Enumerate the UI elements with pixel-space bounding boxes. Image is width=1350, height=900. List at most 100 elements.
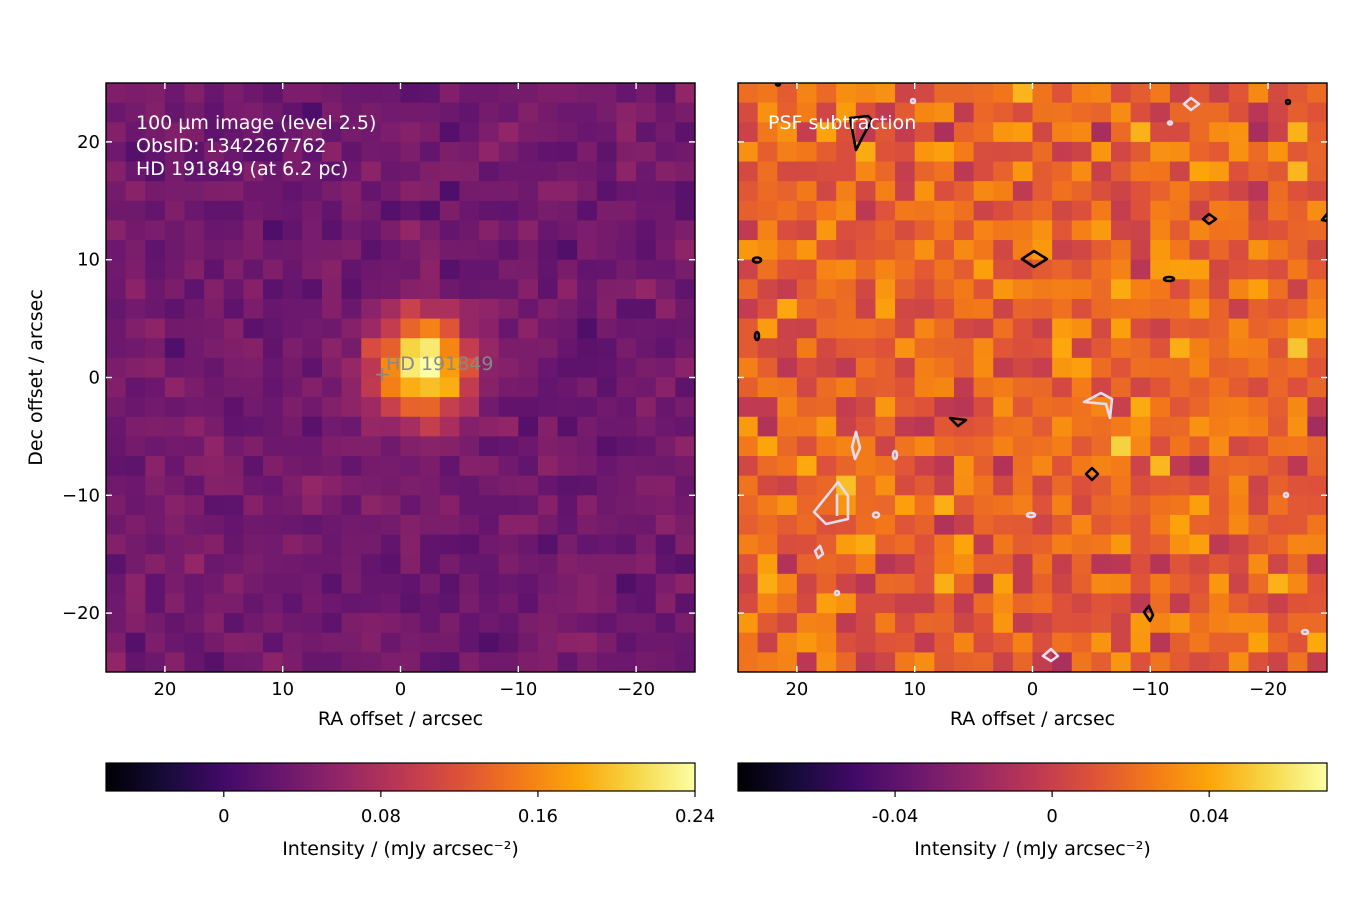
contour-positive [774, 83, 782, 87]
heatmap-cell [655, 298, 676, 320]
heatmap-cell [1130, 220, 1151, 241]
x-tick-label: 0 [395, 679, 406, 700]
heatmap-cell [380, 220, 402, 241]
heatmap-cell [796, 122, 818, 143]
heatmap-cell [1228, 416, 1250, 437]
heatmap-cell [616, 338, 637, 359]
heatmap-cell [1169, 200, 1191, 222]
heatmap-cell [400, 102, 421, 123]
heatmap-cell [796, 436, 818, 457]
heatmap-cell [223, 240, 245, 261]
heatmap-cell [895, 495, 916, 516]
heatmap-cell [479, 220, 500, 241]
heatmap-cell [796, 495, 818, 516]
y-tick-label: −20 [62, 603, 100, 624]
y-tick-label: 0 [89, 368, 100, 389]
heatmap-cell [204, 514, 225, 536]
heatmap-cell [321, 181, 343, 202]
heatmap-cell [1248, 357, 1269, 379]
heatmap-cell [1111, 279, 1132, 300]
heatmap-cell [1209, 161, 1230, 182]
heatmap-cell [361, 240, 382, 261]
heatmap-cell [796, 475, 818, 496]
heatmap-cell [1032, 141, 1053, 163]
heatmap-cell [1012, 534, 1034, 555]
heatmap-cell [184, 397, 205, 418]
heatmap-cell [164, 514, 186, 536]
heatmap-cell [675, 397, 695, 418]
heatmap-cell [164, 357, 186, 379]
heatmap-cell [400, 573, 421, 595]
heatmap-cell [596, 416, 618, 437]
heatmap-cell [675, 377, 695, 398]
heatmap-cell [302, 240, 323, 261]
heatmap-cell [1032, 338, 1053, 359]
colorbar-tick-label: 0.24 [675, 806, 715, 827]
heatmap-cell [204, 318, 225, 339]
heatmap-cell [855, 514, 877, 536]
heatmap-cell [1032, 475, 1053, 496]
heatmap-cell [993, 554, 1014, 575]
heatmap-cell [1287, 632, 1308, 653]
heatmap-cell [1091, 83, 1112, 104]
heatmap-cell [145, 122, 166, 143]
heatmap-cell [1268, 377, 1289, 398]
heatmap-cell [953, 632, 975, 653]
heatmap-cell [1111, 338, 1132, 359]
heatmap-cell [1012, 397, 1034, 418]
heatmap-cell [616, 573, 637, 595]
heatmap-cell [282, 122, 303, 143]
heatmap-cell [1150, 141, 1171, 163]
heatmap-cell [420, 220, 441, 241]
heatmap-cell [380, 259, 402, 280]
heatmap-cell [106, 122, 127, 143]
heatmap-cell [439, 475, 460, 496]
heatmap-cell [655, 534, 676, 555]
heatmap-cell [1287, 200, 1308, 222]
heatmap-cell [895, 652, 916, 672]
heatmap-cell [361, 554, 382, 575]
heatmap-cell [875, 220, 896, 241]
heatmap-cell [1052, 593, 1073, 614]
heatmap-cell [263, 475, 284, 496]
heatmap-cell [973, 554, 994, 575]
heatmap-cell [361, 200, 382, 222]
heatmap-cell [1052, 141, 1073, 163]
heatmap-cell [1169, 338, 1191, 359]
heatmap-cell [895, 279, 916, 300]
heatmap-cell [184, 377, 205, 398]
heatmap-cell [993, 220, 1014, 241]
heatmap-cell [993, 514, 1014, 536]
heatmap-cell [145, 495, 166, 516]
heatmap-cell [675, 318, 695, 339]
heatmap-cell [321, 298, 343, 320]
heatmap-cell [243, 613, 264, 634]
heatmap-cell [498, 495, 519, 516]
heatmap-cell [1071, 259, 1092, 280]
heatmap-cell [993, 573, 1014, 595]
heatmap-cell [1091, 475, 1112, 496]
heatmap-cell [895, 83, 916, 104]
heatmap-cell [1111, 240, 1132, 261]
heatmap-cell [164, 652, 186, 672]
heatmap-cell [1209, 652, 1230, 672]
heatmap-cell [855, 613, 877, 634]
heatmap-cell [1052, 83, 1073, 104]
heatmap-cell [1268, 338, 1289, 359]
heatmap-cell [321, 534, 343, 555]
heatmap-cell [282, 181, 303, 202]
heatmap-cell [1091, 259, 1112, 280]
heatmap-cell [184, 318, 205, 339]
heatmap-cell [1268, 141, 1289, 163]
heatmap-cell [1228, 613, 1250, 634]
heatmap-cell [537, 436, 559, 457]
x-tick-label: −20 [1249, 679, 1287, 700]
heatmap-cell [302, 357, 323, 379]
heatmap-cell [934, 377, 955, 398]
heatmap-cell [1268, 279, 1289, 300]
heatmap-cell [537, 377, 559, 398]
heatmap-cell [1150, 632, 1171, 653]
heatmap-cell [757, 534, 778, 555]
heatmap-cell [518, 514, 539, 536]
colorbar-right: -0.04 0 0.04 Intensity / (mJy arcsec⁻²) [737, 762, 1328, 860]
